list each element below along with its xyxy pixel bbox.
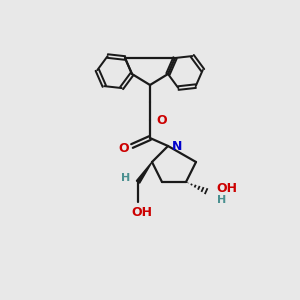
- Text: H: H: [218, 195, 226, 205]
- Text: H: H: [122, 173, 130, 183]
- Text: O: O: [156, 113, 166, 127]
- Text: OH: OH: [131, 206, 152, 218]
- Text: OH: OH: [216, 182, 237, 194]
- Text: N: N: [172, 140, 182, 152]
- Text: O: O: [119, 142, 129, 154]
- Polygon shape: [136, 162, 152, 183]
